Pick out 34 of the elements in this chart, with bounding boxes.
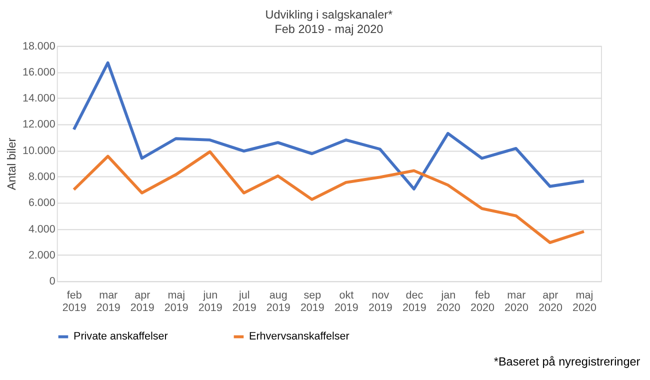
x-tick-label: jan 2020 xyxy=(436,289,460,314)
line-series xyxy=(72,150,586,244)
x-tick-label: jul 2019 xyxy=(232,289,256,314)
x-tick-label: aug 2019 xyxy=(266,289,290,314)
y-tick-label: 6.000 xyxy=(28,197,56,210)
y-tick-label: 4.000 xyxy=(28,223,56,236)
legend-label: Erhvervsanskaffelser xyxy=(249,330,350,343)
y-tick-label: 8.000 xyxy=(28,170,56,183)
x-tick-label: apr 2019 xyxy=(130,289,154,314)
x-tick-label: maj 2020 xyxy=(572,289,596,314)
y-tick-label: 18.000 xyxy=(22,40,56,52)
legend-label: Private anskaffelser xyxy=(74,330,168,343)
x-tick-label: feb 2020 xyxy=(470,289,494,314)
x-tick-label: okt 2019 xyxy=(334,289,358,314)
x-tick-label: mar 2019 xyxy=(96,289,120,314)
x-tick-label: jun 2019 xyxy=(198,289,222,314)
x-tick-label: sep 2019 xyxy=(300,289,324,314)
y-tick-label: 2.000 xyxy=(28,249,56,262)
y-tick-label: 16.000 xyxy=(22,66,56,78)
x-tick-label: feb 2019 xyxy=(62,289,86,314)
y-tick-label: 10.000 xyxy=(22,144,56,157)
x-tick-label: mar 2020 xyxy=(504,289,528,314)
x-tick-label: apr 2020 xyxy=(538,289,562,314)
chart-subtitle: Feb 2019 - maj 2020 xyxy=(274,23,384,36)
y-tick-label: 12.000 xyxy=(22,118,56,131)
x-tick-label: maj 2019 xyxy=(164,289,188,314)
chart-title: Udvikling i salgskanaler* xyxy=(265,8,394,22)
x-tick-label: nov 2019 xyxy=(368,289,392,314)
y-tick-label: 0 xyxy=(49,276,56,288)
x-tick-label: dec 2019 xyxy=(402,289,426,314)
y-tick-label: 14.000 xyxy=(22,92,56,105)
line-series xyxy=(72,61,586,190)
text: *Baseret på nyregistreringer xyxy=(494,355,640,368)
y-axis-title: Antal biler xyxy=(6,138,19,190)
